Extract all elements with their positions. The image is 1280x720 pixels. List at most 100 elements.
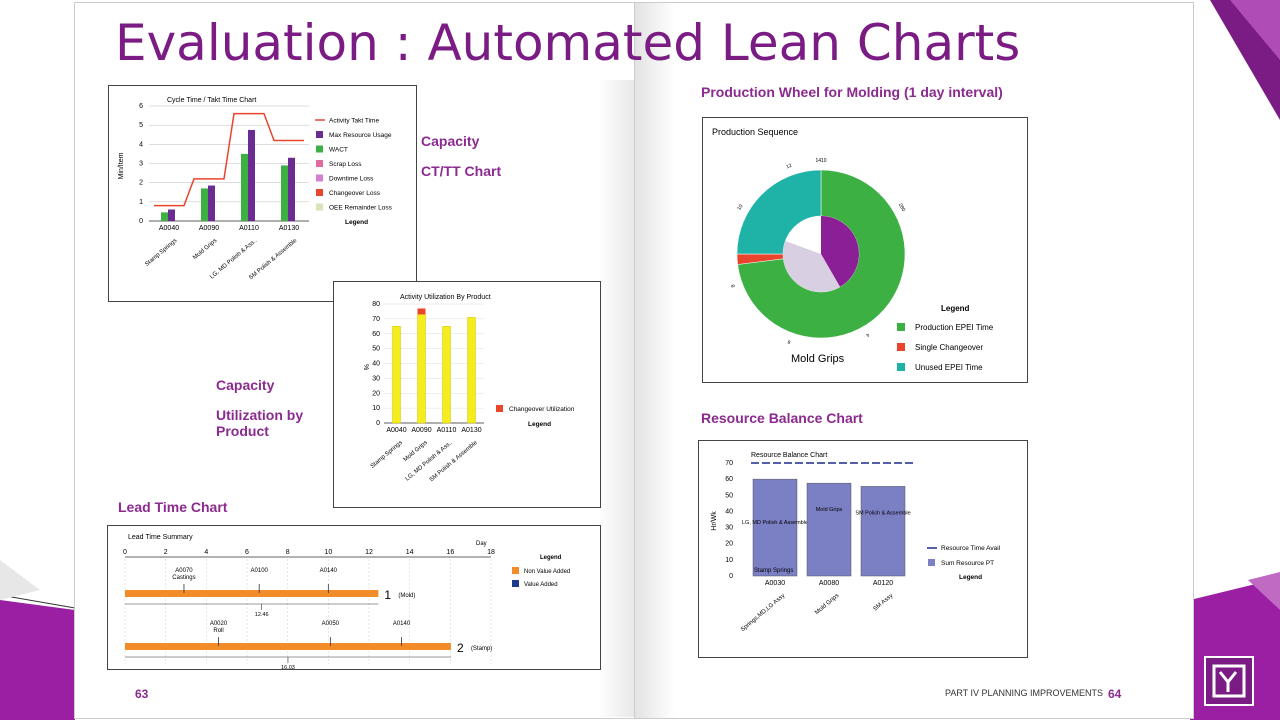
bar-changeover: [417, 308, 426, 315]
bar-utilization: [417, 314, 426, 424]
legend-swatch: [512, 580, 519, 587]
legend-item: Value Added: [524, 582, 558, 588]
x-tick-label: A0130: [461, 427, 481, 434]
label-lead-time-chart: Lead Time Chart: [118, 499, 228, 515]
y-tick-label: 0: [139, 218, 143, 225]
pie-slice: [736, 169, 822, 255]
bar-wact: [161, 212, 168, 221]
legend-swatch: [897, 343, 905, 351]
book-gutter-shadow: [598, 80, 634, 717]
legend-item: Production EPEI Time: [915, 323, 994, 332]
chart-title: Resource Balance Chart: [751, 452, 827, 459]
y-tick-label: 60: [725, 476, 733, 483]
x-tick-label: A0040: [159, 225, 179, 232]
x-tick-label: A0090: [199, 225, 219, 232]
y-tick-label: 70: [372, 316, 380, 323]
lead-time-chart: Lead Time Summary Day 0 2 4 6 8 10 12 14 16 18 1 (Mol…: [123, 534, 570, 671]
slide-title: Evaluation : Automated Lean Charts: [115, 14, 1021, 72]
x-tick-label: 16: [446, 549, 454, 556]
label-product: Product: [216, 423, 269, 439]
activity-label: A0050: [322, 621, 340, 627]
bar-label: SM Polish & Assemble: [855, 510, 910, 516]
y-tick-label: 50: [372, 346, 380, 353]
label-resource-balance: Resource Balance Chart: [701, 410, 863, 426]
ring-label: 1410: [815, 158, 826, 164]
right-page-footer: PART IV PLANNING IMPROVEMENTS: [945, 688, 1104, 698]
x-tick-label: A0090: [411, 427, 431, 434]
bar-bottom-label: Stamp Springs: [754, 568, 793, 574]
y-tick-label: 30: [372, 375, 380, 382]
legend-item: Changeover Utilization: [509, 406, 575, 413]
y-tick-label: 30: [725, 525, 733, 532]
ring-label: 6: [787, 338, 792, 345]
production-wheel-chart: Production Sequence 1410 280 4 6 8 10 12 Mold Gr…: [712, 127, 994, 372]
chart-title: Cycle Time / Takt Time Chart: [167, 97, 256, 104]
resource-balance-box: Resource Balance Chart Hr/Wk 0 10 20 30 40 50 60…: [698, 440, 1028, 658]
page-number-right: 64: [1108, 687, 1122, 701]
y-tick-label: 60: [372, 331, 380, 338]
activity-label: A0140: [320, 568, 338, 574]
y-tick-label: 70: [725, 460, 733, 467]
legend-swatch: [897, 323, 905, 331]
y-tick-label: 10: [725, 557, 733, 564]
legend-item: Changeover Loss: [329, 190, 381, 197]
y-tick-label: 10: [372, 405, 380, 412]
activity-label: A0100: [251, 568, 269, 574]
ring-label: 280: [897, 202, 906, 212]
activity-sublabel: Castings: [172, 575, 195, 581]
lead-time-bar: [125, 643, 451, 650]
x-tick-label: 0: [123, 549, 127, 556]
page-number-left: 63: [135, 687, 149, 701]
ring-label: 4: [865, 331, 871, 338]
bar-utilization: [467, 317, 476, 424]
bar-resource: [752, 478, 798, 577]
x-tick-label: 12: [365, 549, 373, 556]
y-axis-label: Min/Item: [118, 152, 125, 179]
legend-title: Legend: [540, 555, 562, 561]
ring-label: 12: [786, 163, 793, 171]
x-tick-label: 10: [324, 549, 332, 556]
legend-item: Sum Resource PT: [941, 560, 994, 567]
category-name: Springs,MD,LG Assy: [740, 593, 786, 633]
x-tick-label: 2: [164, 549, 168, 556]
legend-swatch: [316, 203, 323, 211]
activity-label: A0140: [393, 621, 411, 627]
chart-title: Production Sequence: [712, 127, 798, 137]
category-name: Stamp Springs: [144, 238, 178, 268]
activity-label: A0020: [210, 621, 228, 627]
legend-swatch: [512, 567, 519, 574]
label-utilization-by: Utilization by: [216, 407, 304, 423]
y-tick-label: 20: [372, 390, 380, 397]
bar-wact: [281, 165, 288, 221]
ring-label: 10: [736, 203, 744, 211]
x-tick-label: 14: [406, 549, 414, 556]
x-axis-label: Day: [476, 541, 487, 547]
y-tick-label: 3: [139, 161, 143, 168]
legend-title: Legend: [941, 304, 970, 313]
legend-item: Single Changeover: [915, 343, 983, 352]
category-name: Stamp Springs: [370, 440, 404, 470]
legend-swatch: [316, 189, 323, 196]
legend-swatch: [316, 174, 323, 182]
bar-max-resource: [208, 185, 215, 221]
y-axis-label: Hr/Wk: [711, 511, 718, 531]
y-tick-label: 1: [139, 199, 143, 206]
bar-utilization: [392, 326, 401, 424]
ct-tt-chart-box: Cycle Time / Takt Time Chart Min/Item 0 1 2 3…: [108, 85, 417, 302]
y-tick-label: 80: [372, 301, 380, 308]
lead-time-box: Lead Time Summary Day 0 2 4 6 8 10 12 14 16 18 1 (Mol…: [107, 525, 601, 671]
y-tick-label: 50: [725, 492, 733, 499]
bar-max-resource: [248, 129, 255, 221]
x-tick-label: A0040: [386, 427, 406, 434]
bar-wact: [201, 188, 208, 221]
legend-title: Legend: [959, 574, 982, 581]
ring-label: 8: [730, 283, 737, 288]
label-production-wheel: Production Wheel for Molding (1 day inte…: [701, 84, 1003, 100]
production-wheel-box: Production Sequence 1410 280 4 6 8 10 12 Mold Gr…: [702, 117, 1028, 383]
activity-sublabel: Roll: [213, 628, 223, 634]
category-name: LG, MD Polish & Ass..: [405, 440, 454, 483]
activity-label: A0070: [175, 568, 193, 574]
label-capacity-2: Capacity: [216, 377, 275, 393]
bar-max-resource: [168, 209, 175, 221]
x-tick-label: A0080: [819, 580, 839, 587]
